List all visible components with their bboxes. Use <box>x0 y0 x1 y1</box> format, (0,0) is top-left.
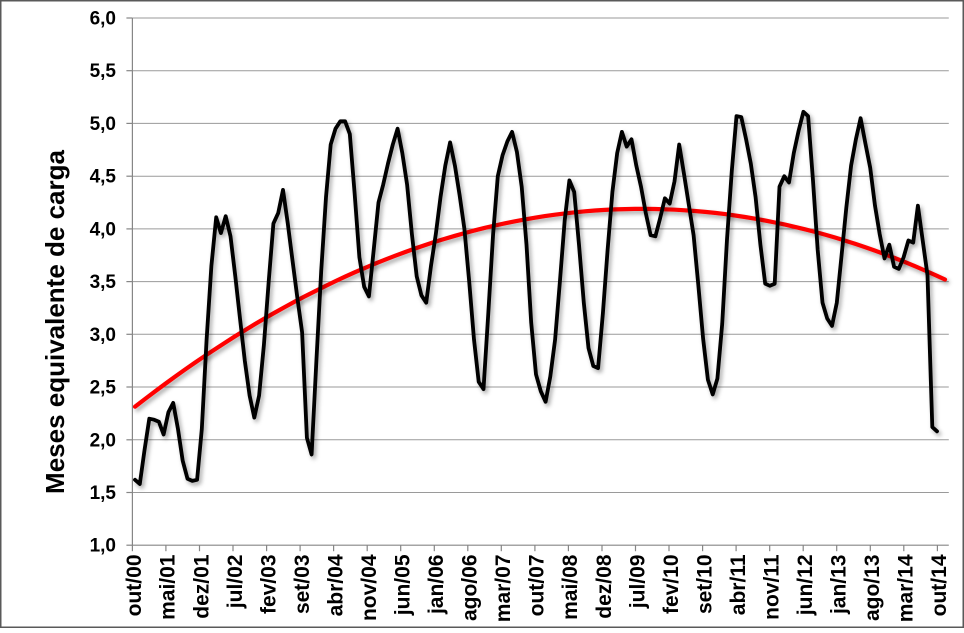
svg-text:2,5: 2,5 <box>90 378 117 399</box>
svg-text:abr/11: abr/11 <box>727 554 750 615</box>
svg-text:1,5: 1,5 <box>90 483 117 504</box>
svg-text:jun/12: jun/12 <box>794 555 817 617</box>
svg-text:dez/08: dez/08 <box>593 554 616 619</box>
svg-text:1,0: 1,0 <box>90 536 116 557</box>
svg-text:4,0: 4,0 <box>90 219 116 240</box>
svg-text:mai/01: mai/01 <box>157 554 180 620</box>
svg-text:mar/14: mar/14 <box>895 554 918 622</box>
svg-text:3,0: 3,0 <box>90 325 116 346</box>
svg-text:nov/11: nov/11 <box>761 554 784 620</box>
svg-text:5,5: 5,5 <box>90 61 117 82</box>
svg-text:5,0: 5,0 <box>90 114 116 135</box>
svg-text:4,5: 4,5 <box>90 167 117 188</box>
svg-text:Meses equivalente de carga: Meses equivalente de carga <box>40 149 70 493</box>
svg-text:out/07: out/07 <box>526 555 549 617</box>
svg-text:6,0: 6,0 <box>90 9 116 30</box>
svg-text:out/14: out/14 <box>928 554 951 616</box>
svg-text:jul/09: jul/09 <box>626 555 649 610</box>
svg-text:fev/10: fev/10 <box>660 555 683 615</box>
svg-text:set/10: set/10 <box>693 555 716 615</box>
svg-text:out/00: out/00 <box>123 555 146 617</box>
svg-text:dez/01: dez/01 <box>190 554 213 619</box>
svg-text:ago/06: ago/06 <box>459 555 482 622</box>
svg-text:nov/04: nov/04 <box>358 554 381 621</box>
svg-text:mai/08: mai/08 <box>559 554 582 620</box>
svg-text:jan/06: jan/06 <box>425 555 448 616</box>
svg-text:ago/13: ago/13 <box>861 555 884 622</box>
svg-text:2,0: 2,0 <box>90 430 116 451</box>
svg-text:jan/13: jan/13 <box>828 555 851 616</box>
svg-text:fev/03: fev/03 <box>257 555 280 615</box>
svg-text:3,5: 3,5 <box>90 272 117 293</box>
svg-text:jul/02: jul/02 <box>224 555 247 610</box>
svg-text:set/03: set/03 <box>291 555 314 615</box>
svg-text:jun/05: jun/05 <box>392 554 415 616</box>
svg-text:mar/07: mar/07 <box>492 555 515 623</box>
svg-text:abr/04: abr/04 <box>324 554 347 616</box>
